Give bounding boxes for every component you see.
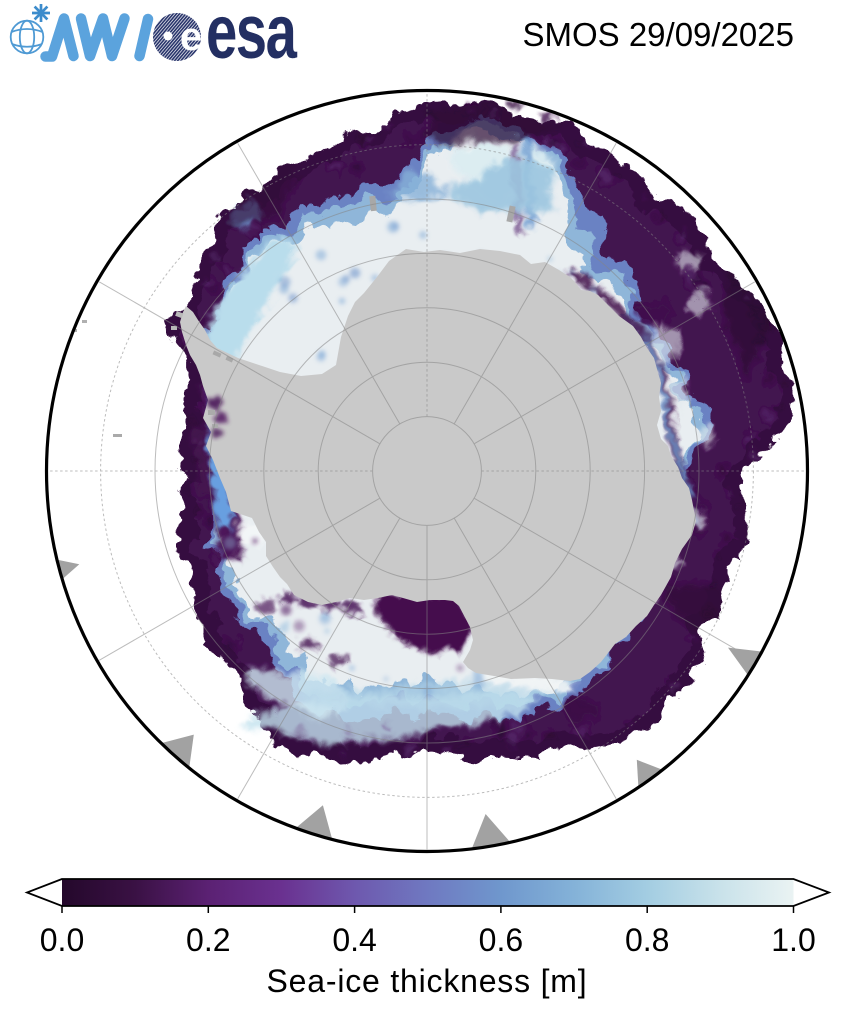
svg-text:1.0: 1.0 (771, 922, 815, 958)
svg-text:0.6: 0.6 (479, 922, 523, 958)
svg-text:esa: esa (206, 0, 298, 75)
svg-text:0.0: 0.0 (40, 922, 84, 958)
svg-text:e: e (180, 15, 202, 59)
svg-text:Sea-ice thickness [m]: Sea-ice thickness [m] (267, 963, 588, 999)
svg-text:0.4: 0.4 (332, 922, 376, 958)
svg-text:0.2: 0.2 (186, 922, 230, 958)
svg-text:0.8: 0.8 (625, 922, 669, 958)
svg-text:SMOS 29/09/2025: SMOS 29/09/2025 (522, 16, 794, 53)
